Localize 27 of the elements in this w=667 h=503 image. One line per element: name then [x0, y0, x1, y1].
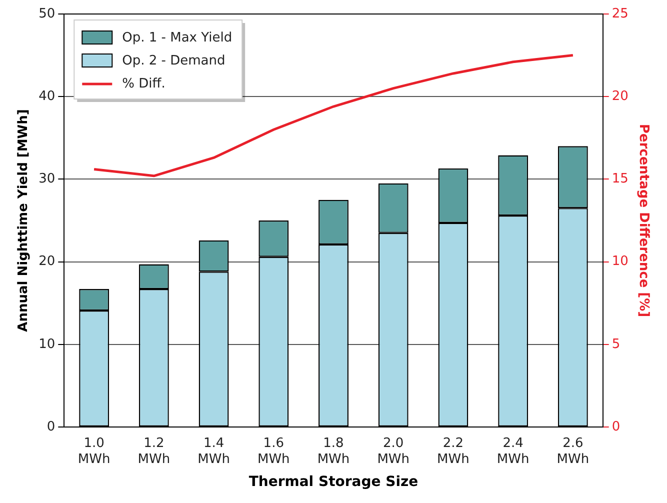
y2-tick-label: 10 [612, 254, 628, 270]
x-tick-label: 1.6 MWh [257, 436, 290, 467]
y2-axis-title: Percentage Difference [%] [636, 124, 651, 318]
x-tick-label: 2.2 MWh [437, 436, 470, 467]
legend-label: % Diff. [122, 76, 166, 92]
x-tick-label: 2.6 MWh [556, 436, 590, 467]
y2-tick-label: 25 [612, 6, 628, 22]
x-tick-label: 1.0 MWh [78, 436, 110, 467]
y-tick-label: 30 [38, 172, 56, 187]
y2-tick-label: 20 [612, 88, 628, 104]
legend-label: Op. 1 - Max Yield [122, 30, 232, 46]
y2-tick-label: 5 [612, 336, 620, 352]
y-tick-label: 50 [38, 6, 56, 22]
y-tick-label: 40 [38, 88, 56, 104]
y2-tick-label: 0 [612, 419, 620, 434]
y-tick-label: 10 [38, 336, 56, 352]
y-tick-label: 20 [38, 254, 56, 270]
y-tick-label: 0 [46, 419, 56, 434]
y2-tick-label: 15 [612, 172, 628, 187]
legend-label: Op. 2 - Demand [122, 53, 226, 68]
x-tick-label: 1.4 MWh [198, 436, 230, 467]
x-tick-label: 1.8 MWh [317, 436, 350, 467]
y-axis-title: Annual Nighttime Yield [MWh] [16, 109, 32, 332]
x-tick-label: 1.2 MWh [138, 436, 170, 467]
x-tick-label: 2.4 MWh [496, 436, 530, 467]
x-axis-title: Thermal Storage Size [248, 474, 418, 490]
x-tick-label: 2.0 MWh [377, 436, 410, 467]
